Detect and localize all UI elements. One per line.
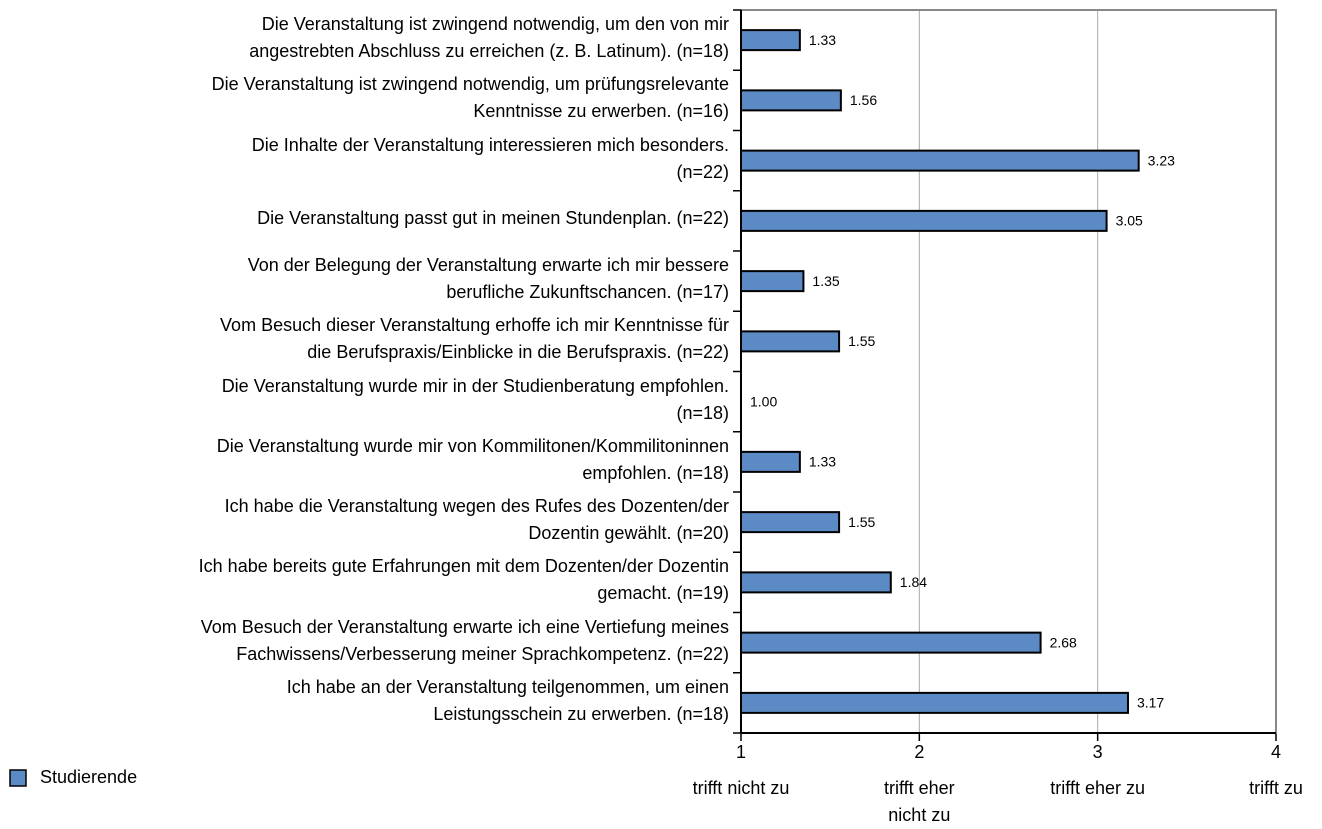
bar bbox=[740, 89, 842, 112]
value-label: 3.23 bbox=[1148, 152, 1175, 168]
bar bbox=[740, 691, 1129, 714]
value-label: 3.17 bbox=[1137, 695, 1164, 711]
bar bbox=[740, 29, 801, 52]
bar bbox=[740, 571, 892, 594]
value-label: 1.55 bbox=[848, 514, 875, 530]
category-label: Von der Belegung der Veranstaltung erwar… bbox=[247, 255, 729, 303]
bar bbox=[740, 149, 1140, 172]
plot-border bbox=[740, 9, 1277, 734]
value-label: 1.35 bbox=[812, 273, 839, 289]
scale-label: trifft zu bbox=[1249, 778, 1303, 798]
value-label: 2.68 bbox=[1050, 634, 1077, 650]
legend-swatch bbox=[9, 769, 27, 787]
value-label: 3.05 bbox=[1116, 213, 1143, 229]
bar bbox=[740, 631, 1042, 654]
category-label: Ich habe bereits gute Erfahrungen mit de… bbox=[198, 556, 729, 604]
category-label: Die Veranstaltung wurde mir in der Studi… bbox=[221, 375, 729, 423]
category-label: Die Veranstaltung wurde mir von Kommilit… bbox=[216, 435, 729, 483]
bar bbox=[740, 209, 1108, 232]
bar bbox=[740, 511, 841, 534]
bar bbox=[740, 330, 841, 353]
category-label: Die Inhalte der Veranstaltung interessie… bbox=[251, 134, 729, 182]
value-label: 1.33 bbox=[809, 32, 836, 48]
category-label: Die Veranstaltung ist zwingend notwendig… bbox=[211, 74, 729, 122]
category-label: Vom Besuch dieser Veranstaltung erhoffe … bbox=[220, 315, 729, 363]
value-label: 1.00 bbox=[750, 393, 777, 409]
scale-label: trifft eher zu bbox=[1050, 778, 1146, 798]
category-label: Die Veranstaltung passt gut in meinen St… bbox=[257, 208, 729, 229]
bar bbox=[740, 450, 801, 473]
scale-label: trifft eher nicht zu bbox=[883, 778, 955, 825]
scale-label: trifft nicht zu bbox=[692, 778, 790, 798]
value-label: 1.84 bbox=[900, 574, 927, 590]
value-label: 1.56 bbox=[850, 92, 877, 108]
value-label: 1.55 bbox=[848, 333, 875, 349]
x-tick-label: 1 bbox=[736, 742, 746, 762]
value-label: 1.33 bbox=[809, 454, 836, 470]
category-label: Die Veranstaltung ist zwingend notwendig… bbox=[249, 14, 729, 62]
category-label: Ich habe die Veranstaltung wegen des Ruf… bbox=[224, 496, 729, 544]
category-label: Vom Besuch der Veranstaltung erwarte ich… bbox=[200, 616, 729, 664]
legend-label: Studierende bbox=[40, 767, 138, 787]
x-tick-label: 3 bbox=[1093, 742, 1103, 762]
x-tick-label: 2 bbox=[914, 742, 924, 762]
category-label: Ich habe an der Veranstaltung teilgenomm… bbox=[286, 676, 729, 724]
x-tick-label: 4 bbox=[1271, 742, 1281, 762]
bar bbox=[740, 270, 805, 293]
